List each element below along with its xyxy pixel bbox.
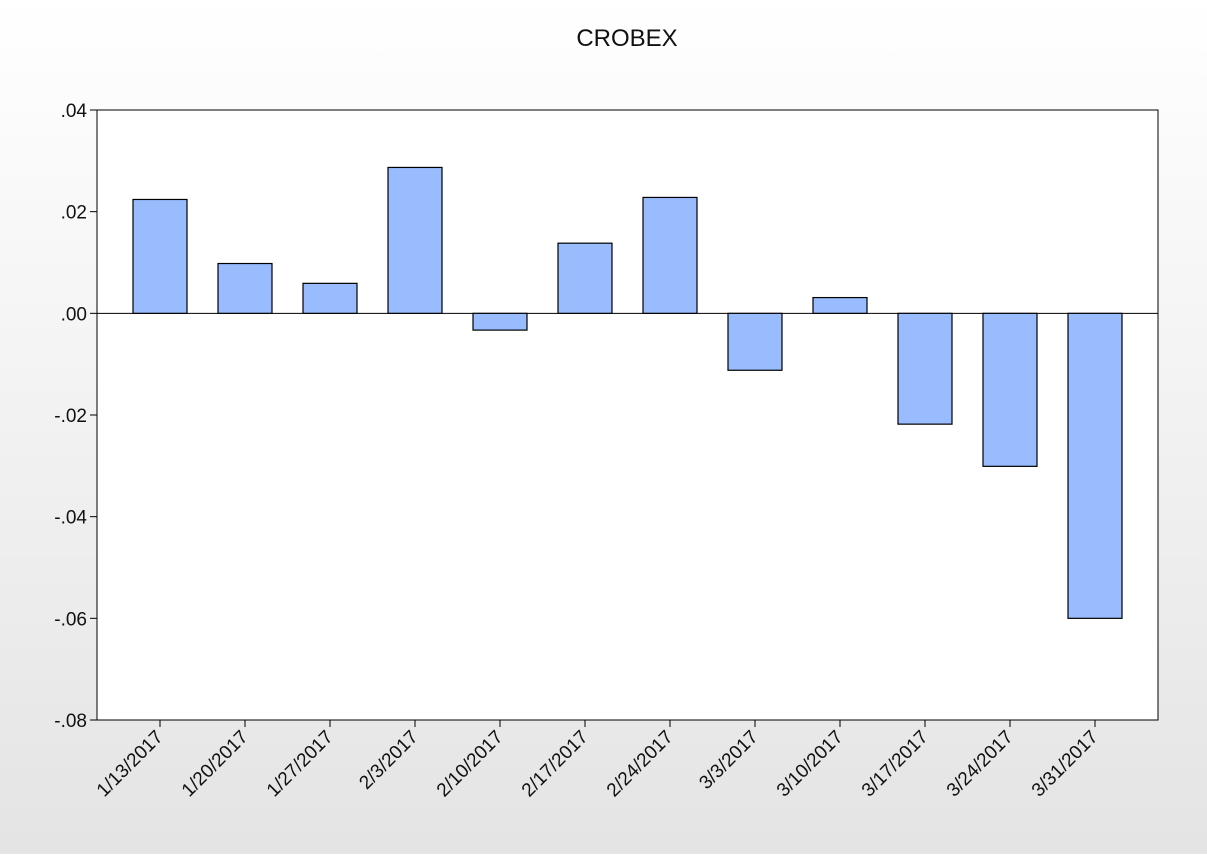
bar [642, 196, 698, 314]
bar [217, 262, 273, 314]
bar [812, 296, 868, 314]
bar [982, 312, 1038, 467]
bar [727, 312, 783, 371]
plot-area [96, 109, 1159, 721]
bar [132, 198, 188, 314]
y-tick-label: .00 [61, 304, 87, 325]
y-tick-label: -.08 [54, 711, 87, 732]
bar [302, 282, 358, 314]
bar [472, 312, 528, 331]
bar [897, 312, 953, 425]
y-tick-label: -.06 [54, 609, 87, 630]
y-tick-label: .04 [61, 101, 88, 122]
chart-title: CROBEX [576, 25, 677, 52]
bar [557, 242, 613, 314]
y-tick-label: -.02 [54, 406, 87, 427]
bar [1067, 312, 1123, 619]
y-tick-label: -.04 [54, 508, 87, 529]
bar [387, 166, 443, 314]
y-tick-label: .02 [61, 203, 87, 224]
